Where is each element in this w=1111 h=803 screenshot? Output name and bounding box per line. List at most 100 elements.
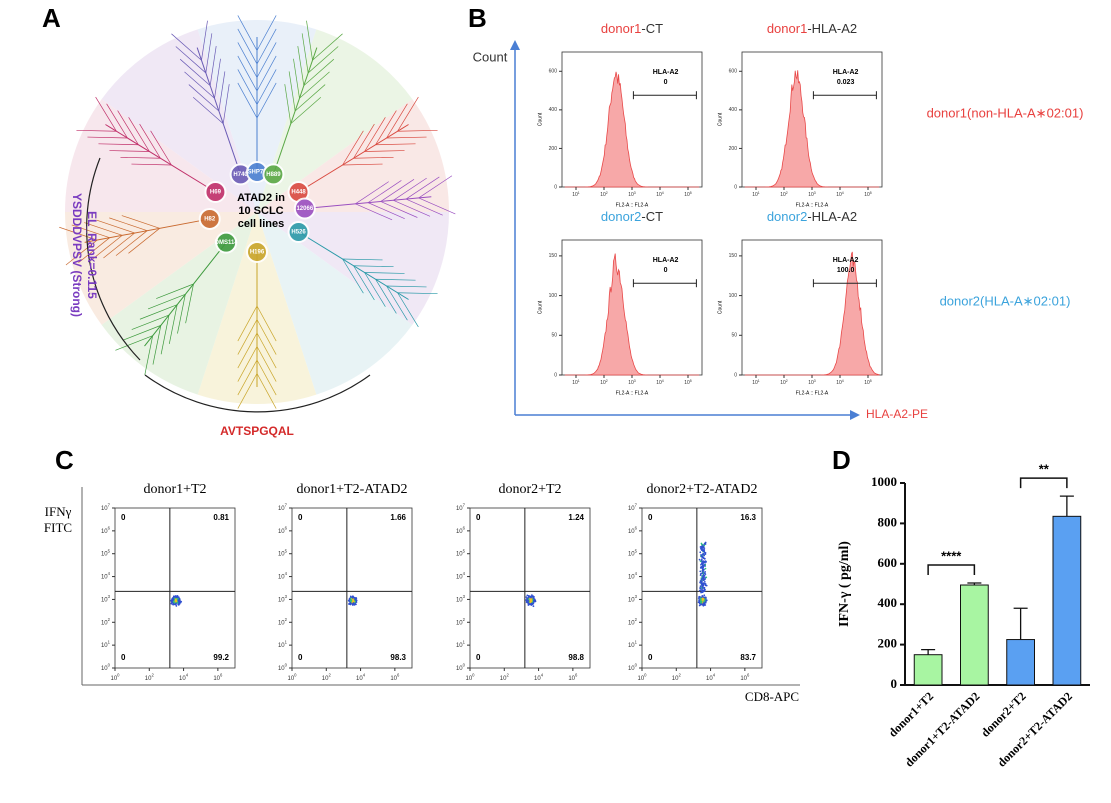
tick-exp: 6 [220, 673, 223, 678]
event [700, 558, 703, 561]
event [701, 588, 703, 591]
plot-title: donor2-HLA-A2 [767, 209, 857, 224]
event [532, 605, 535, 608]
y-tick-label: 107 [101, 503, 111, 512]
branch [237, 332, 258, 369]
branch [418, 197, 456, 215]
x-tick-label: 102 [780, 379, 788, 386]
plot-y-label: Count [717, 300, 723, 314]
y-tick-label: 103 [278, 594, 288, 603]
branch [144, 335, 154, 376]
gate-label: HLA-A2 [653, 69, 679, 76]
y-tick-label: 107 [278, 503, 288, 512]
branch [237, 55, 258, 92]
plot-title: donor1+T2 [143, 482, 206, 497]
panel-letter: A [42, 3, 61, 33]
tick-base: 10 [278, 506, 285, 512]
branch [386, 136, 427, 139]
tick-exp: 4 [186, 673, 189, 678]
tick-exp: 2 [786, 191, 788, 195]
tick-exp: 5 [108, 548, 111, 553]
event [703, 547, 706, 550]
quadrant-value: 0 [648, 513, 653, 522]
quadrant-value: 0 [121, 513, 126, 522]
y-tick-label: 50 [551, 333, 557, 339]
cell-line-label: H69 [210, 190, 222, 196]
tick-exp: 0 [108, 663, 111, 668]
plot-title: donor1-HLA-A2 [767, 21, 857, 36]
donor-name: donor1 [601, 21, 641, 36]
event [701, 577, 704, 580]
tick-exp: 6 [397, 673, 400, 678]
branch [168, 304, 178, 344]
tick-exp: 2 [328, 673, 331, 678]
y-tick-label: 200 [549, 146, 558, 152]
cell-line-label: H740 [233, 172, 248, 178]
branch [353, 123, 375, 159]
branch [342, 130, 364, 166]
branch [307, 46, 339, 74]
y-tick-label: 107 [628, 503, 638, 512]
plot-y-label: Count [537, 112, 543, 126]
branch [192, 96, 224, 124]
x-tick-label: 101 [752, 379, 760, 386]
y-tick-label: 106 [456, 526, 466, 535]
histogram [744, 251, 880, 376]
y-tick-label: 101 [628, 640, 638, 649]
event [703, 560, 706, 563]
branch [237, 373, 258, 409]
axis-label: CD8-APC [745, 689, 799, 704]
y-tick-label: 107 [456, 503, 466, 512]
branch [294, 84, 326, 112]
event [699, 570, 702, 573]
branch [139, 304, 178, 320]
cell-line-label: 12066 [296, 206, 313, 212]
event [172, 596, 175, 599]
branch [386, 285, 408, 321]
branch [364, 150, 405, 152]
branch [78, 237, 110, 263]
event [527, 596, 530, 598]
tick-base: 10 [456, 551, 463, 557]
event [527, 601, 530, 604]
donor-name: donor1 [767, 21, 807, 36]
tick-base: 10 [808, 192, 814, 198]
tick-exp: 2 [635, 617, 638, 622]
plot-frame [561, 51, 703, 188]
branch [96, 219, 135, 234]
tick-base: 10 [278, 643, 285, 649]
cell-line-node [198, 207, 221, 230]
tick-base: 10 [456, 528, 463, 534]
branch [115, 335, 153, 351]
tick-base: 10 [568, 676, 575, 682]
error-bar [1059, 495, 1074, 517]
event [175, 605, 178, 607]
tick-exp: 4 [635, 571, 638, 576]
branch [121, 215, 160, 229]
center-label: ATAD2 in [237, 192, 285, 204]
tick-base: 10 [637, 676, 644, 682]
branch [131, 163, 172, 166]
x-tick-label: 103 [808, 379, 816, 386]
y-tick-label: 0 [891, 676, 898, 691]
plot-x-label: FL2-A :: FL2-A [616, 202, 649, 208]
event [176, 601, 179, 604]
branch [237, 319, 258, 355]
event [700, 542, 703, 545]
x-tick-label: 106 [568, 673, 578, 682]
event [699, 566, 702, 569]
x-tick-label: 104 [836, 379, 844, 386]
y-tick-label: 0 [734, 372, 737, 378]
tick-base: 10 [628, 666, 635, 672]
y-tick-label: 102 [456, 617, 466, 626]
gate-label: HLA-A2 [653, 257, 679, 264]
event [702, 566, 704, 569]
y-tick-label: 50 [731, 333, 737, 339]
quadrant-value: 0 [476, 653, 481, 662]
branch [150, 130, 172, 166]
cell-line-node [204, 181, 227, 203]
tick-exp: 2 [463, 617, 466, 622]
y-tick-label: 104 [628, 571, 638, 580]
bar [913, 654, 943, 686]
